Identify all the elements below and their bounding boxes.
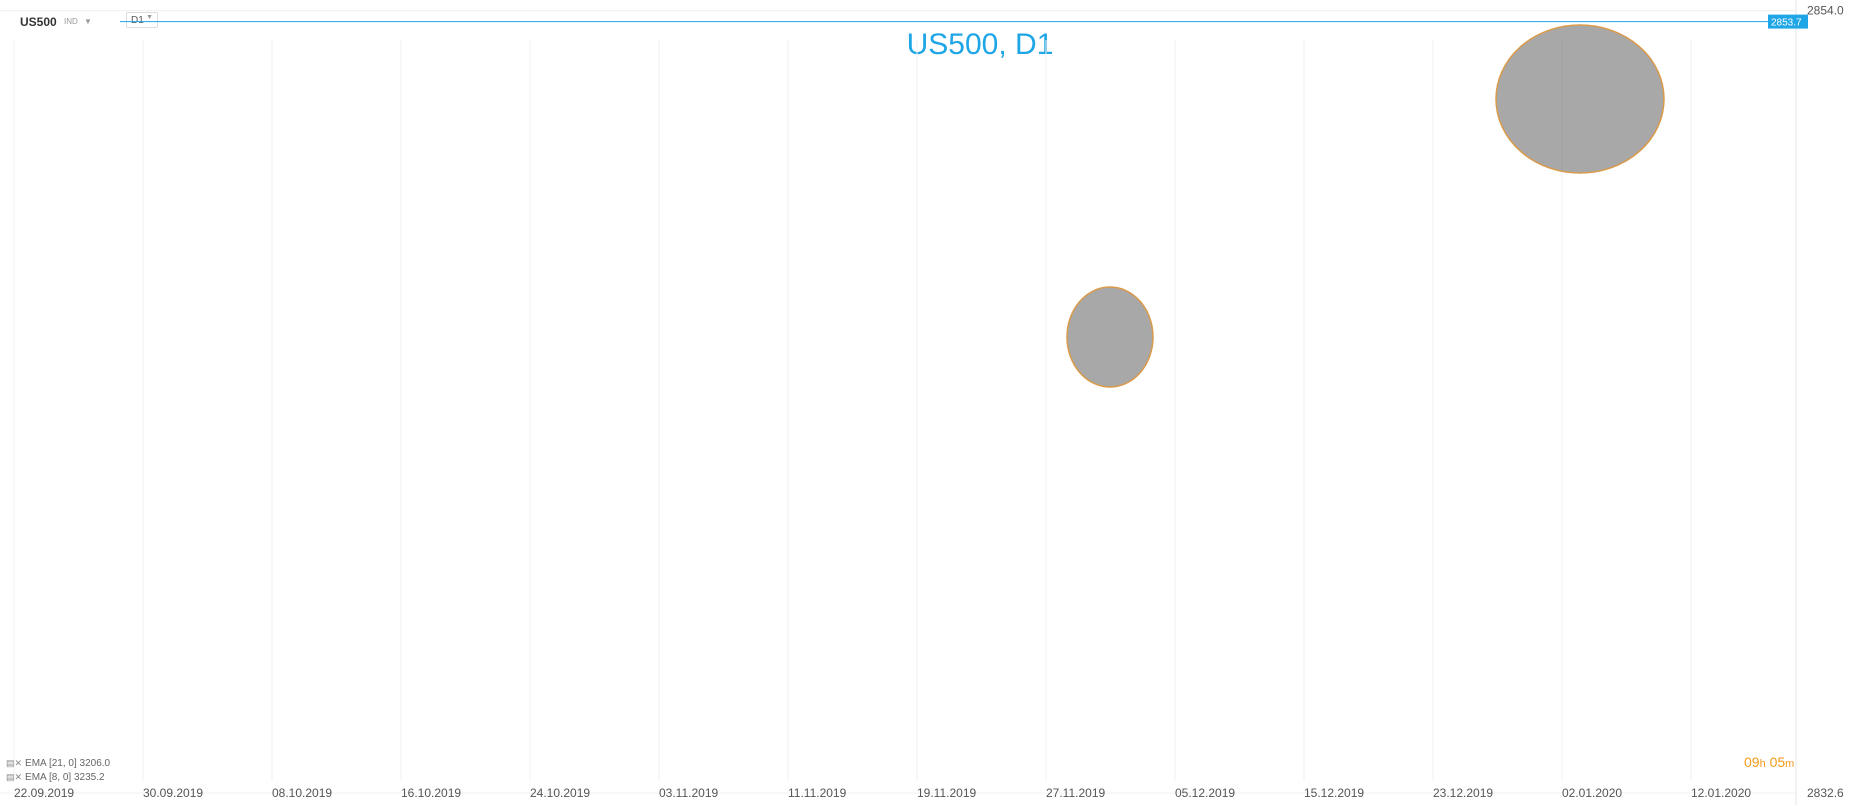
timeframe-value: D1 bbox=[131, 15, 144, 26]
x-tick-label: 05.12.2019 bbox=[1175, 786, 1235, 800]
x-tick-label: 12.01.2020 bbox=[1691, 786, 1751, 800]
countdown-minutes-unit: m bbox=[1785, 758, 1795, 770]
x-tick-label: 22.09.2019 bbox=[14, 786, 74, 800]
x-tick-label: 19.11.2019 bbox=[917, 786, 976, 800]
x-tick-label: 16.10.2019 bbox=[401, 786, 461, 800]
x-tick-label: 03.11.2019 bbox=[659, 786, 718, 800]
indicator-label: EMA [8, 0] 3235.2 bbox=[25, 772, 105, 783]
x-tick-label: 30.09.2019 bbox=[143, 786, 203, 800]
x-tick-label: 24.10.2019 bbox=[530, 786, 590, 800]
chart-title: US500, D1 bbox=[906, 28, 1054, 61]
y-tick-label: 2854.0 bbox=[1807, 4, 1844, 18]
countdown-hours-unit: h bbox=[1759, 758, 1766, 770]
candle-countdown: 09h 05m bbox=[1744, 754, 1794, 770]
level-price-label: 2853.7 bbox=[1771, 18, 1802, 29]
chevron-down-icon[interactable]: ▼ bbox=[84, 17, 92, 26]
instrument-class-badge: IND bbox=[64, 17, 78, 26]
x-tick-label: 27.11.2019 bbox=[1046, 786, 1105, 800]
settings-icon[interactable]: ▤✕ bbox=[6, 758, 23, 768]
chart-toolbar: US500 IND ▼ D1 ▼ bbox=[0, 0, 1800, 40]
indicator-label: EMA [21, 0] 3206.0 bbox=[25, 758, 111, 769]
y-tick-label: 2832.6 bbox=[1807, 786, 1844, 800]
indicator-ema-8[interactable]: ▤✕ EMA [8, 0] 3235.2 bbox=[6, 772, 105, 783]
x-tick-label: 15.12.2019 bbox=[1304, 786, 1364, 800]
highlight-zone[interactable] bbox=[1066, 286, 1154, 388]
countdown-hours: 09 bbox=[1744, 754, 1760, 770]
countdown-minutes: 05 bbox=[1769, 754, 1786, 770]
x-tick-label: 23.12.2019 bbox=[1433, 786, 1493, 800]
timeframe-select[interactable]: D1 ▼ bbox=[126, 12, 158, 28]
level-price-tag bbox=[1768, 14, 1808, 29]
symbol-label[interactable]: US500 bbox=[20, 15, 57, 29]
x-tick-label: 08.10.2019 bbox=[272, 786, 332, 800]
settings-icon[interactable]: ▤✕ bbox=[6, 772, 23, 782]
indicator-ema-21[interactable]: ▤✕ EMA [21, 0] 3206.0 bbox=[6, 758, 110, 769]
x-tick-label: 11.11.2019 bbox=[788, 786, 847, 800]
highlight-zone[interactable] bbox=[1495, 24, 1665, 174]
x-tick-label: 02.01.2020 bbox=[1562, 786, 1622, 800]
chevron-down-icon: ▼ bbox=[146, 14, 153, 21]
